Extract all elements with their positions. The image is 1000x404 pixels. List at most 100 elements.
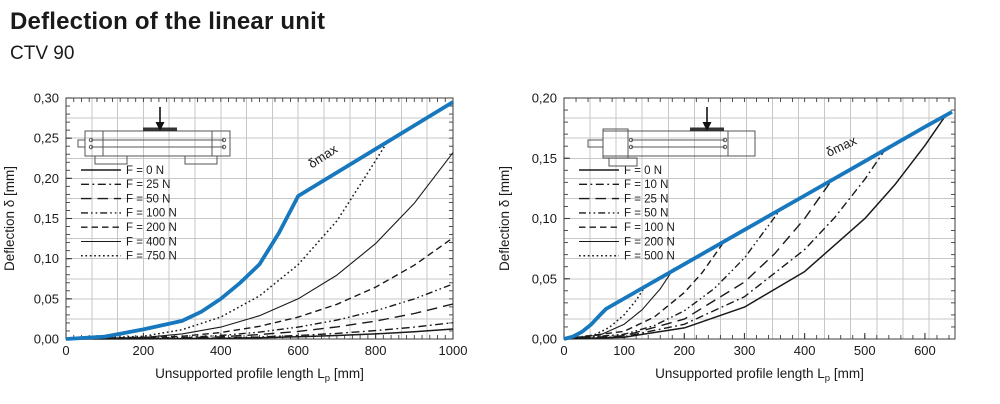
- rail-end: [722, 137, 728, 143]
- legend-label: F = 100 N: [624, 222, 675, 234]
- motor-stub: [77, 139, 86, 148]
- legend-item: F = 0 N: [579, 165, 662, 177]
- charts-row: 0 200 400 600 800 1000 0,00 0,05 0,10 0,15 0,20 0,2…: [0, 80, 1000, 404]
- unit-body: [602, 130, 756, 157]
- model-subtitle: CTV 90: [10, 42, 75, 64]
- rail-end: [628, 137, 634, 143]
- x-tick-label: 800: [365, 343, 387, 358]
- y-tick-label: 0,20: [34, 171, 59, 186]
- legend: F = 0 N F = 10 N F = 25 N F = 50 N F = 100 N…: [579, 165, 675, 263]
- load-arrow-head: [702, 122, 712, 131]
- chart-right-svg: 0 100 200 300 400 500 600 0,00 0,05 0,10 0,15 0,20 U…: [497, 91, 956, 384]
- rail-end: [221, 144, 227, 150]
- dmax-curve-label: δmax: [824, 133, 860, 160]
- rail-end: [722, 144, 728, 150]
- x-tick-labels: 0 100 200 300 400 500 600: [560, 343, 935, 358]
- y-tick-label: 0,05: [34, 291, 59, 306]
- x-tick-label: 100: [613, 343, 635, 358]
- x-tick-label: 600: [287, 343, 309, 358]
- x-tick-label: 0: [62, 343, 69, 358]
- y-tick-label: 0,00: [34, 332, 59, 347]
- legend-item: F = 400 N: [81, 236, 177, 248]
- legend-label: F = 400 N: [126, 236, 177, 248]
- legend-item: F = 200 N: [81, 222, 177, 234]
- x-tick-label: 200: [133, 343, 155, 358]
- legend-label: F = 25 N: [624, 193, 668, 205]
- legend-label: F = 10 N: [624, 179, 668, 191]
- chart-left-svg: 0 200 400 600 800 1000 0,00 0,05 0,10 0,15 0,20 0,2…: [2, 91, 467, 385]
- curves: [65, 100, 454, 341]
- legend-item: F = 25 N: [81, 179, 170, 191]
- x-tick-label: 400: [794, 343, 816, 358]
- x-tick-label: 200: [673, 343, 695, 358]
- legend-item: F = 50 N: [81, 193, 170, 205]
- chart-right-deflection: 0 100 200 300 400 500 600 0,00 0,05 0,10 0,15 0,20 U…: [495, 80, 1000, 404]
- legend-label: F = 750 N: [126, 251, 177, 263]
- rail-end: [88, 137, 94, 143]
- y-axis-title: Deflection δ [mm]: [497, 166, 512, 271]
- legend-item: F = 200 N: [579, 236, 675, 248]
- legend-label: F = 50 N: [126, 193, 170, 205]
- x-tick-label: 0: [560, 343, 567, 358]
- y-tick-labels: 0,00 0,05 0,10 0,15 0,20 0,25 0,30: [34, 91, 59, 347]
- inset-cantilever-sketch: [587, 107, 756, 167]
- legend-item: F = 10 N: [579, 179, 668, 191]
- support-foot: [94, 155, 128, 165]
- x-tick-label: 600: [914, 343, 936, 358]
- curve-F-50-N: [563, 212, 779, 340]
- legend-label: F = 0 N: [624, 165, 662, 177]
- curve-F-100-N: [65, 283, 454, 340]
- legend-item: F = 25 N: [579, 193, 668, 205]
- legend-item: F = 0 N: [81, 165, 164, 177]
- x-tick-label: 300: [734, 343, 756, 358]
- curve-F-0-N: [563, 114, 947, 340]
- curve-F-500-N: [563, 283, 648, 340]
- chart-left-deflection: 0 200 400 600 800 1000 0,00 0,05 0,10 0,15 0,20 0,2…: [0, 80, 495, 404]
- curve-F-400-N: [65, 152, 454, 340]
- x-tick-label: 500: [854, 343, 876, 358]
- plot-frame: [65, 97, 454, 340]
- grid: [564, 98, 955, 339]
- curve-F-200-N: [65, 237, 454, 340]
- curves: [563, 110, 953, 341]
- curve-δmax: [563, 110, 953, 341]
- legend-label: F = 50 N: [624, 208, 668, 220]
- rail-end: [628, 144, 634, 150]
- curve-F-50-N: [65, 303, 454, 340]
- curve-F-200-N: [563, 267, 675, 340]
- y-tick-label: 0,15: [532, 151, 557, 166]
- legend: F = 0 N F = 25 N F = 50 N F = 100 N F = 200 …: [81, 165, 177, 263]
- load-arrow-head: [155, 122, 165, 131]
- page-title: Deflection of the linear unit: [10, 8, 326, 35]
- drive-block: [602, 128, 629, 159]
- curve-F-750-N: [65, 141, 388, 340]
- inset-simply-supported-sketch: [77, 107, 231, 165]
- dmax-curve-label: δmax: [305, 141, 340, 171]
- plot-frame: [563, 97, 956, 340]
- x-axis-title: Unsupported profile length Lp [mm]: [655, 366, 864, 384]
- legend-item: F = 750 N: [81, 251, 177, 263]
- x-tick-labels: 0 200 400 600 800 1000: [62, 343, 467, 358]
- x-tick-label: 1000: [439, 343, 468, 358]
- x-tick-label: 400: [210, 343, 232, 358]
- legend-item: F = 100 N: [81, 208, 177, 220]
- y-tick-label: 0,10: [532, 211, 557, 226]
- legend-item: F = 50 N: [579, 208, 668, 220]
- legend-label: F = 0 N: [126, 165, 164, 177]
- minor-ticks: [65, 97, 454, 340]
- curve-F-10-N: [563, 148, 887, 340]
- rail-end: [88, 144, 94, 150]
- grid: [66, 98, 453, 339]
- legend-label: F = 200 N: [624, 236, 675, 248]
- y-tick-label: 0,10: [34, 251, 59, 266]
- support-foot: [184, 155, 218, 165]
- y-axis-title: Deflection δ [mm]: [2, 166, 17, 271]
- curve-F-25-N: [563, 180, 832, 340]
- y-tick-label: 0,20: [532, 91, 557, 106]
- rail-end: [221, 137, 227, 143]
- unit-body: [84, 130, 231, 157]
- x-axis-title: Unsupported profile length Lp [mm]: [155, 366, 364, 384]
- legend-label: F = 200 N: [126, 222, 177, 234]
- y-tick-label: 0,15: [34, 211, 59, 226]
